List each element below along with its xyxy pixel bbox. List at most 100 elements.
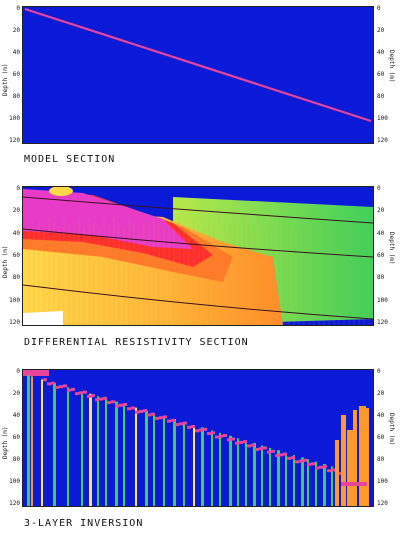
interface-step xyxy=(119,403,123,407)
inversion-bar xyxy=(293,455,295,506)
interface-line-2 xyxy=(23,228,373,258)
right-depth-tick: 120 xyxy=(377,500,388,507)
differential-resistivity-caption: DIFFERENTIAL RESISTIVITY SECTION xyxy=(24,337,249,348)
interface-line-1 xyxy=(23,196,373,224)
interface-step xyxy=(155,416,159,420)
left-depth-tick: 0 xyxy=(16,5,20,12)
inversion-bar xyxy=(163,416,165,506)
interface-step xyxy=(87,394,91,398)
left-depth-tick: 0 xyxy=(16,185,20,192)
left-depth-label: Depth (m) xyxy=(2,63,9,96)
interface-step xyxy=(159,416,163,420)
inversion-bar xyxy=(307,459,309,506)
right-depth-label: Depth (m) xyxy=(388,232,395,265)
interface-step xyxy=(83,390,87,394)
interface-step xyxy=(167,419,171,423)
interface-step xyxy=(267,450,271,454)
inversion-bar xyxy=(27,375,30,506)
inversion-bar xyxy=(331,466,333,506)
interface-step xyxy=(263,446,267,450)
three-layer-inversion-image xyxy=(23,370,373,506)
inversion-bar xyxy=(253,443,256,506)
interface-step xyxy=(63,384,67,388)
top-yellow-spot xyxy=(49,187,73,196)
interface-step xyxy=(147,413,151,417)
inversion-bar xyxy=(53,383,56,506)
interface-step xyxy=(95,398,99,402)
right-depth-tick: 20 xyxy=(377,390,385,397)
left-depth-tick: 100 xyxy=(9,115,20,122)
right-depth-tick: 120 xyxy=(377,137,388,144)
interface-step xyxy=(327,469,331,473)
interface-step xyxy=(323,465,327,468)
interface-step xyxy=(203,427,207,431)
interface-step xyxy=(127,407,131,411)
right-depth-tick: 80 xyxy=(377,93,385,100)
three-layer-inversion-plot xyxy=(22,369,374,507)
interface-step xyxy=(103,396,107,400)
interface-step xyxy=(131,406,135,410)
left-depth-tick: 120 xyxy=(9,500,20,507)
interface-step xyxy=(331,468,335,472)
inversion-bar xyxy=(135,407,137,506)
right-depth-tick: 0 xyxy=(377,5,381,12)
interface-step xyxy=(291,456,295,460)
interface-step xyxy=(151,412,155,416)
inversion-bar xyxy=(123,404,125,506)
interface-step xyxy=(71,387,75,391)
interface-step xyxy=(303,458,307,462)
left-depth-tick: 80 xyxy=(12,274,20,282)
inversion-bar xyxy=(89,393,92,506)
interface-step xyxy=(227,438,231,442)
right-depth-tick: 40 xyxy=(377,412,385,419)
interface-step xyxy=(207,432,211,436)
left-depth-tick: 100 xyxy=(9,296,20,304)
interface-step xyxy=(51,381,55,385)
right-depth-tick: 120 xyxy=(377,319,388,326)
interface-step xyxy=(91,394,95,398)
interface-step xyxy=(271,449,275,453)
model-section-panel: Depth (m) Depth (m) MODEL SECTION 0 20 40 6… xyxy=(0,0,400,170)
interface-step xyxy=(239,440,243,444)
right-depth-tick: 20 xyxy=(377,207,385,215)
left-depth-tick: 40 xyxy=(12,412,20,419)
interface-step xyxy=(283,452,287,456)
interface-step xyxy=(143,409,147,413)
right-depth-tick: 40 xyxy=(377,229,385,237)
orange-bar xyxy=(365,408,369,506)
right-depth-tick: 80 xyxy=(377,274,385,282)
interface-step xyxy=(175,423,179,427)
interface-step xyxy=(187,425,191,429)
inversion-bar xyxy=(285,452,287,506)
interface-step xyxy=(255,447,259,451)
inversion-bar xyxy=(315,461,317,506)
left-depth-tick: 100 xyxy=(9,478,20,485)
inversion-bar xyxy=(81,391,83,506)
top-left-magenta xyxy=(23,370,49,376)
inversion-bar xyxy=(145,410,148,506)
inversion-bar xyxy=(153,413,155,506)
inversion-bar xyxy=(31,376,33,506)
left-depth-tick: 0 xyxy=(16,368,20,375)
model-section-image xyxy=(23,7,373,143)
orange-bar xyxy=(341,415,346,506)
model-section-caption: MODEL SECTION xyxy=(24,154,116,165)
background xyxy=(23,7,373,143)
vertical-bars xyxy=(27,375,333,506)
interface-step xyxy=(219,434,223,438)
inversion-bar xyxy=(105,398,107,506)
interface-step xyxy=(67,388,71,392)
interface-step xyxy=(135,410,139,414)
inversion-bar xyxy=(219,432,221,506)
left-depth-tick: 40 xyxy=(12,229,20,237)
interface-step xyxy=(107,401,111,405)
inversion-bar xyxy=(261,445,263,506)
differential-resistivity-plot xyxy=(22,186,374,326)
inversion-bar xyxy=(245,440,247,506)
interface-step xyxy=(251,443,255,447)
orange-bar xyxy=(335,440,339,506)
inversion-bar xyxy=(229,435,232,506)
background xyxy=(23,370,373,506)
interface-step xyxy=(179,422,183,426)
